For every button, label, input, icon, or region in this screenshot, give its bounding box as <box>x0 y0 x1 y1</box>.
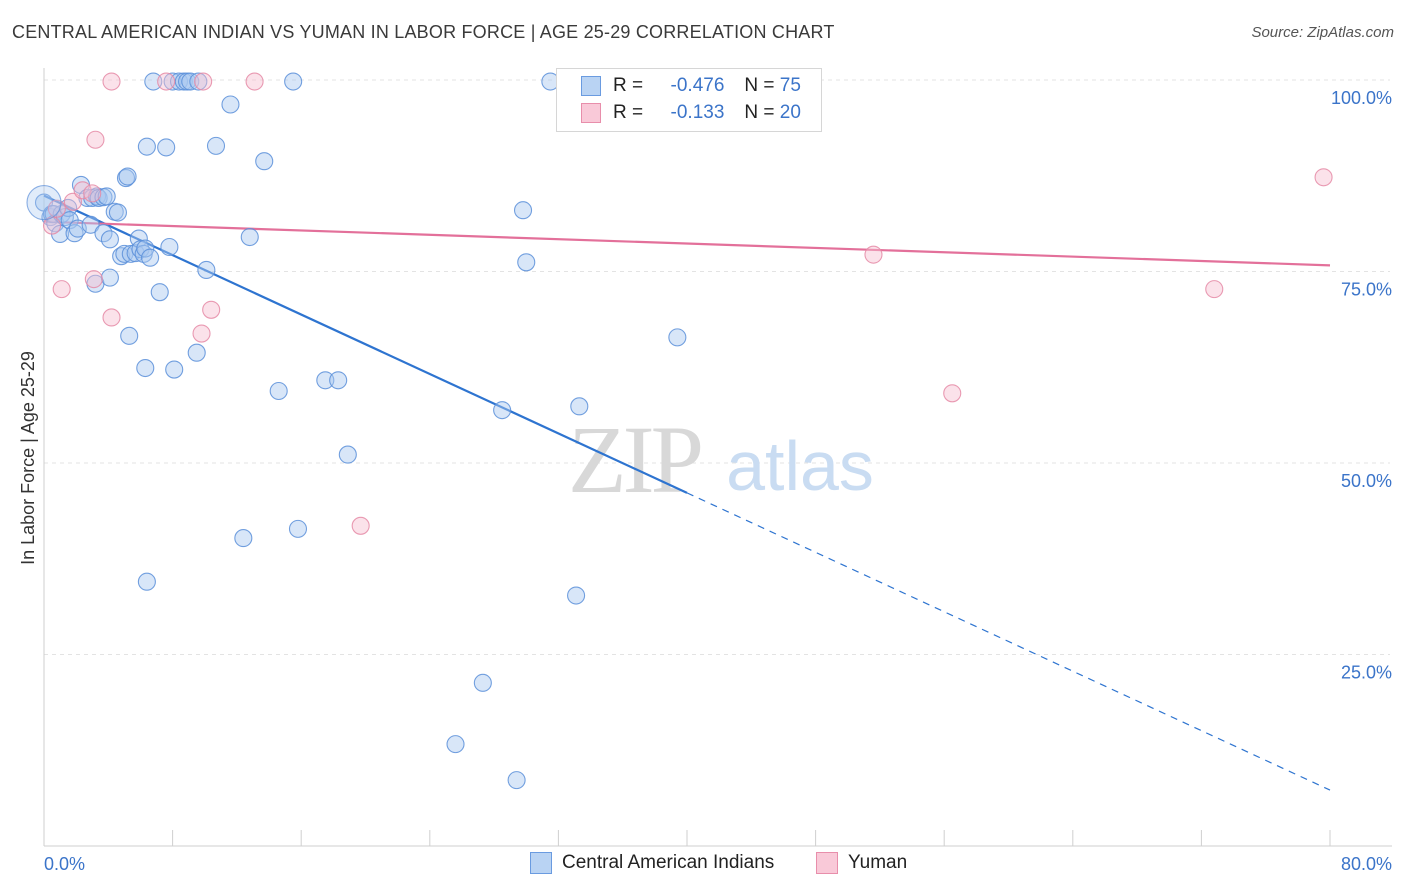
point-central-american-indians <box>197 260 216 280</box>
point-central-american-indians <box>100 268 119 287</box>
point-yuman <box>73 181 92 200</box>
source-label: Source: ZipAtlas.com <box>1251 24 1394 41</box>
legend-swatch-blue <box>530 852 552 874</box>
point-yuman <box>192 324 211 343</box>
point-central-american-indians <box>160 237 179 257</box>
legend-item-central-american-indians[interactable]: Central American Indians <box>530 852 774 874</box>
watermark: ZIP atlas <box>568 406 874 513</box>
point-central-american-indians <box>517 253 536 272</box>
point-central-american-indians <box>493 401 512 420</box>
legend-r-label: R = <box>613 75 644 96</box>
y-tick-label: 25.0% <box>1341 663 1392 683</box>
point-central-american-indians <box>81 215 100 234</box>
point-yuman <box>86 130 105 149</box>
point-central-american-indians <box>157 138 176 157</box>
point-central-american-indians <box>668 328 687 347</box>
point-central-american-indians <box>316 371 335 390</box>
chart-title: CENTRAL AMERICAN INDIAN VS YUMAN IN LABO… <box>12 22 835 42</box>
point-central-american-indians <box>513 201 533 220</box>
tick-labels: 25.0% 50.0% 75.0% 100.0% 0.0% 80.0% <box>44 88 1392 874</box>
y-axis-label: In Labor Force | Age 25-29 <box>18 351 38 565</box>
legend-n-value: 75 <box>779 75 801 96</box>
point-yuman <box>52 280 71 299</box>
point-central-american-indians <box>338 445 357 464</box>
point-central-american-indians <box>137 572 156 591</box>
point-cluster-central-american-indians <box>26 185 62 221</box>
point-yuman <box>194 72 213 91</box>
series-legend: Central American Indians Yuman <box>0 852 1406 878</box>
gridlines <box>44 79 1390 655</box>
trend-lines <box>43 194 1331 791</box>
legend-row-blue: R = -0.476 N = 75 <box>581 73 801 99</box>
legend-r-value: -0.476 <box>670 75 725 96</box>
legend-swatch-pink <box>816 852 838 874</box>
legend-n-label: N = <box>744 75 775 96</box>
point-central-american-indians <box>189 72 208 91</box>
point-yuman <box>202 300 221 319</box>
point-yuman <box>102 72 121 91</box>
stats-legend: R = -0.476 N = 75 R = -0.133 N = 20 <box>556 68 822 132</box>
point-central-american-indians <box>136 239 155 258</box>
point-central-american-indians <box>187 343 206 362</box>
point-yuman <box>245 72 264 91</box>
trend-line-central-american-indians-extension <box>686 492 1331 791</box>
point-central-american-indians <box>329 371 348 390</box>
point-central-american-indians <box>240 227 259 247</box>
point-central-american-indians <box>288 519 308 538</box>
x-tick-label: 80.0% <box>1341 854 1392 874</box>
point-central-american-indians <box>507 771 526 790</box>
legend-label: Central American Indians <box>562 852 775 873</box>
legend-item-yuman[interactable]: Yuman <box>816 852 907 874</box>
x-tick-label: 0.0% <box>44 854 85 874</box>
watermark-atlas: atlas <box>726 427 874 505</box>
point-central-american-indians <box>284 72 303 91</box>
legend-row-pink: R = -0.133 N = 20 <box>581 100 801 126</box>
point-yuman <box>943 384 962 403</box>
y-tick-label: 75.0% <box>1341 280 1392 300</box>
legend-swatch-pink <box>581 103 601 123</box>
watermark-zip: ZIP <box>568 406 701 513</box>
legend-label: Yuman <box>848 852 908 873</box>
point-central-american-indians <box>137 137 156 156</box>
point-central-american-indians <box>446 735 465 754</box>
trend-line-yuman <box>43 220 1331 267</box>
point-yuman <box>1205 280 1224 299</box>
point-central-american-indians <box>473 673 492 692</box>
point-yuman <box>351 516 370 535</box>
point-yuman <box>84 270 103 289</box>
point-central-american-indians <box>97 187 116 206</box>
point-central-american-indians <box>144 72 163 91</box>
legend-r-value: -0.133 <box>670 102 725 123</box>
point-central-american-indians <box>165 360 184 379</box>
point-central-american-indians <box>100 230 119 249</box>
point-central-american-indians <box>120 326 139 345</box>
point-central-american-indians <box>570 397 589 416</box>
legend-n-label: N = <box>744 102 775 123</box>
data-points <box>26 72 1333 790</box>
point-central-american-indians <box>255 152 274 171</box>
point-yuman <box>157 72 176 91</box>
point-central-american-indians <box>150 283 169 302</box>
point-yuman <box>102 308 121 327</box>
point-yuman <box>83 184 102 203</box>
point-central-american-indians <box>567 586 586 605</box>
point-central-american-indians <box>221 95 240 114</box>
point-central-american-indians <box>206 136 226 155</box>
point-central-american-indians <box>141 248 160 267</box>
axes <box>43 68 1392 847</box>
y-tick-label: 100.0% <box>1331 88 1392 108</box>
trend-line-central-american-indians <box>43 194 688 494</box>
legend-r-label: R = <box>613 102 644 123</box>
point-central-american-indians <box>234 529 253 548</box>
point-yuman <box>864 245 883 264</box>
y-tick-label: 50.0% <box>1341 471 1392 491</box>
point-central-american-indians <box>269 381 288 401</box>
legend-n-value: 20 <box>779 102 801 123</box>
point-central-american-indians <box>118 167 137 186</box>
point-central-american-indians <box>108 203 127 222</box>
point-yuman <box>1314 168 1333 187</box>
legend-swatch-blue <box>581 76 601 96</box>
point-central-american-indians <box>136 358 155 378</box>
